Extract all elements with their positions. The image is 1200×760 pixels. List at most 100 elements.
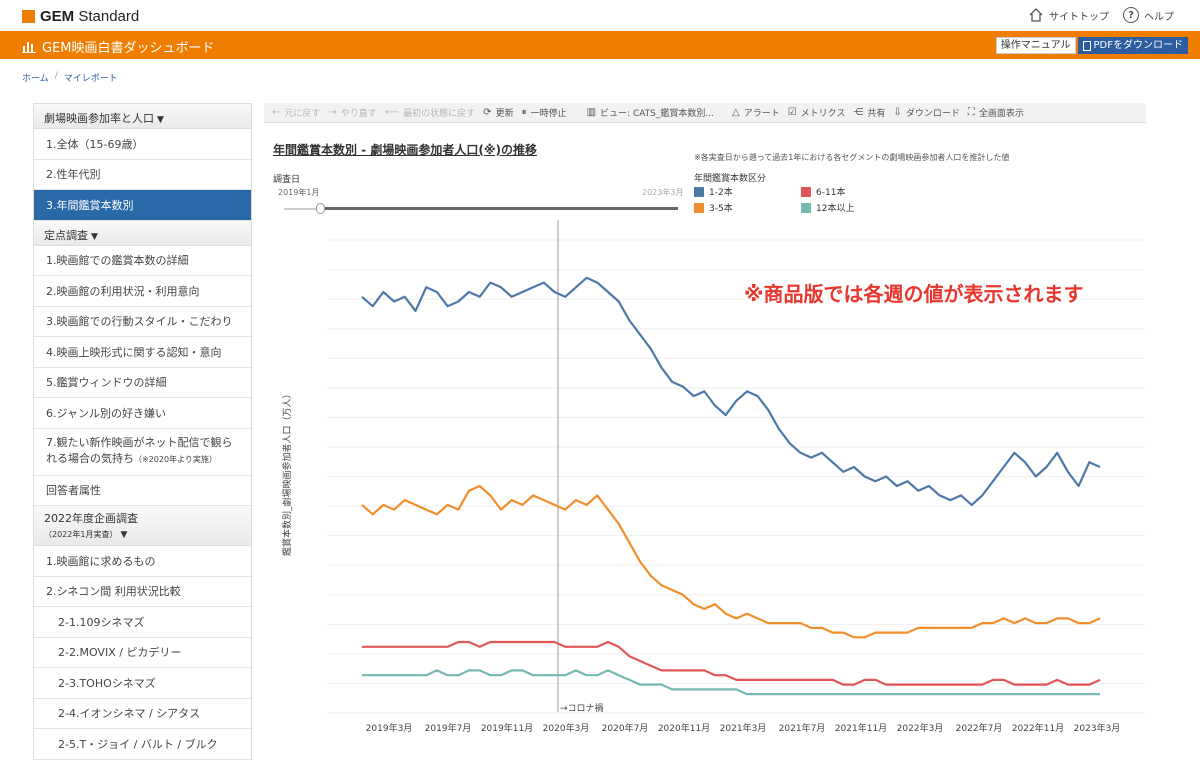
sidebar-item[interactable]: 2.映画館の利用状況・利用意向 bbox=[34, 276, 251, 307]
pause-icon: ⏸ bbox=[521, 107, 527, 118]
sidebar-item-label: 1.映画館に求めるもの bbox=[46, 554, 156, 568]
sidebar-item-label: 2-5.T・ジョイ / バルト / ブルク bbox=[58, 737, 218, 751]
pdf-icon bbox=[1082, 40, 1091, 51]
sidebar-item-viewing-count[interactable]: 3.年間鑑賞本数別 bbox=[34, 190, 251, 221]
legend-swatch bbox=[694, 186, 704, 197]
arrow-right-icon: → bbox=[328, 107, 337, 118]
refresh-label: 更新 bbox=[495, 109, 514, 119]
sidebar-item-label: 回答者属性 bbox=[46, 484, 101, 498]
sidebar-item-note: （※2020年より実施） bbox=[134, 455, 217, 464]
sidebar-item-label: 4.映画上映形式に関する認知・意向 bbox=[46, 345, 222, 359]
sidebar-subitem[interactable]: 2-1.109シネマズ bbox=[34, 607, 251, 638]
metrics-label: メトリクス bbox=[800, 109, 846, 119]
manual-button[interactable]: 操作マニュアル bbox=[995, 37, 1076, 54]
help-icon: ? bbox=[1123, 7, 1139, 23]
sidebar-item[interactable]: 1.映画館に求めるもの bbox=[34, 546, 251, 577]
legend-label: 3-5本 bbox=[709, 204, 733, 214]
gem-logo[interactable]: GEM Standard bbox=[22, 8, 139, 25]
chart-title: 年間鑑賞本数別 - 劇場映画参加者人口(※)の推移 bbox=[273, 143, 537, 157]
sidebar-item[interactable]: 4.映画上映形式に関する認知・意向 bbox=[34, 337, 251, 368]
dashboard-title-text: GEM映画白書ダッシュボード bbox=[42, 41, 215, 56]
series-line-1 bbox=[361, 484, 1101, 639]
pdf-download-button[interactable]: PDFをダウンロード bbox=[1077, 37, 1188, 54]
download-button[interactable]: ⇩ ダウンロード bbox=[893, 106, 959, 119]
legend-item-3-5[interactable]: 3-5本 bbox=[694, 201, 733, 214]
redo-label: やり直す bbox=[340, 109, 377, 119]
sidebar-subitem[interactable]: 2-2.MOVIX / ピカデリー bbox=[34, 638, 251, 668]
legend-swatch bbox=[801, 202, 811, 213]
sidebar-subitem[interactable]: 2-5.T・ジョイ / バルト / ブルク bbox=[34, 729, 251, 760]
alert-label: アラート bbox=[743, 109, 780, 119]
sidebar-item[interactable]: 6.ジャンル別の好き嫌い bbox=[34, 398, 251, 429]
top-links: サイトトップ ? ヘルプ bbox=[1028, 7, 1174, 23]
sidebar-section-fixed-survey[interactable]: 定点調査 ▼ bbox=[34, 220, 251, 246]
download-label: ダウンロード bbox=[905, 109, 960, 119]
view-button[interactable]: ▥ ビュー: CATS_鑑賞本数別... bbox=[587, 106, 714, 119]
reset-label: 最初の状態に戻す bbox=[403, 109, 476, 119]
undo-button[interactable]: ← 元に戻す bbox=[272, 106, 320, 119]
legend-label: 1-2本 bbox=[709, 188, 733, 198]
date-slider-handle[interactable] bbox=[316, 203, 325, 214]
x-tick-label: 2019年7月 bbox=[425, 722, 472, 734]
breadcrumb-current[interactable]: マイレポート bbox=[63, 74, 118, 84]
series-line-2 bbox=[362, 640, 1101, 686]
overlay-note: ※商品版では各週の値が表示されます bbox=[744, 282, 1084, 306]
sidebar-item[interactable]: 3.映画館での行動スタイル・こだわり bbox=[34, 307, 251, 337]
app-bar: GEM映画白書ダッシュボード 操作マニュアル PDFをダウンロード bbox=[0, 31, 1200, 59]
fullscreen-icon: ⛶ bbox=[967, 107, 975, 118]
refresh-icon: ⟳ bbox=[483, 107, 492, 118]
sidebar-item-streaming[interactable]: 7.観たい新作映画がネット配信で観られる場合の気持ち（※2020年より実施） bbox=[34, 429, 251, 476]
legend-item-12plus[interactable]: 12本以上 bbox=[801, 201, 854, 214]
x-tick-label: 2021年11月 bbox=[835, 722, 887, 734]
share-button[interactable]: ⋲ 共有 bbox=[853, 106, 885, 119]
revert-icon: ⟵ bbox=[384, 107, 400, 118]
sidebar-item-label: 2-1.109シネマズ bbox=[58, 615, 145, 629]
sidebar-subitem[interactable]: 2-3.TOHOシネマズ bbox=[34, 668, 251, 699]
sidebar-item-respondents[interactable]: 回答者属性 bbox=[34, 476, 251, 506]
date-slider-track[interactable] bbox=[322, 207, 678, 210]
breadcrumb: ホーム / マイレポート bbox=[22, 71, 118, 84]
x-tick-label: 2022年11月 bbox=[1012, 722, 1064, 734]
metrics-button[interactable]: ☑ メトリクス bbox=[788, 106, 846, 119]
legend-item-1-2[interactable]: 1-2本 bbox=[694, 185, 733, 198]
site-top-link[interactable]: サイトトップ bbox=[1028, 7, 1109, 23]
fullscreen-label: 全画面表示 bbox=[978, 109, 1024, 119]
pause-button[interactable]: ⏸ 一時停止 bbox=[522, 106, 567, 119]
reset-button[interactable]: ⟵ 最初の状態に戻す bbox=[385, 106, 475, 119]
logo-bold: GEM bbox=[40, 8, 75, 25]
sidebar-item-overall[interactable]: 1.全体（15-69歳） bbox=[34, 129, 251, 160]
sidebar-item[interactable]: 1.映画館での鑑賞本数の詳細 bbox=[34, 246, 251, 276]
sidebar-item-label: 1.映画館での鑑賞本数の詳細 bbox=[46, 254, 189, 268]
sidebar-item-label: 3.年間鑑賞本数別 bbox=[46, 198, 134, 212]
covid-annotation: →コロナ禍 bbox=[560, 702, 604, 714]
legend-item-6-11[interactable]: 6-11本 bbox=[801, 185, 845, 198]
sidebar-item-label: 2-3.TOHOシネマズ bbox=[58, 676, 156, 690]
section-note: （2022年1月実査） bbox=[44, 530, 118, 539]
x-tick-label: 2020年7月 bbox=[602, 722, 649, 734]
fullscreen-button[interactable]: ⛶ 全画面表示 bbox=[968, 106, 1024, 119]
sidebar-section-2022-survey[interactable]: 2022年度企画調査 （2022年1月実査） ▼ bbox=[34, 506, 251, 546]
share-icon: ⋲ bbox=[853, 107, 864, 118]
sidebar-item[interactable]: 2.シネコン間 利用状況比較 bbox=[34, 577, 251, 607]
sidebar-item-gender-age[interactable]: 2.性年代別 bbox=[34, 160, 251, 190]
redo-button[interactable]: → やり直す bbox=[328, 106, 376, 119]
sidebar-item[interactable]: 5.鑑賞ウィンドウの詳細 bbox=[34, 368, 251, 398]
arrow-left-icon: ← bbox=[272, 107, 281, 118]
sidebar-item-label: 2-2.MOVIX / ピカデリー bbox=[58, 646, 182, 660]
sidebar-section-participation[interactable]: 劇場映画参加率と人口 ▼ bbox=[34, 104, 251, 129]
alert-button[interactable]: △ アラート bbox=[732, 106, 780, 119]
legend-label: 6-11本 bbox=[816, 188, 846, 198]
pause-label: 一時停止 bbox=[530, 109, 567, 119]
breadcrumb-home[interactable]: ホーム bbox=[22, 74, 49, 84]
date-filter-label: 調査日 bbox=[273, 175, 301, 185]
sidebar-subitem[interactable]: 2-4.イオンシネマ / シアタス bbox=[34, 699, 251, 729]
x-tick-label: 2019年11月 bbox=[481, 722, 533, 734]
help-link[interactable]: ? ヘルプ bbox=[1123, 7, 1174, 23]
site-top-label: サイトトップ bbox=[1049, 11, 1109, 23]
home-icon bbox=[1029, 8, 1043, 22]
pdf-download-label: PDFをダウンロード bbox=[1093, 39, 1183, 51]
date-slider-track-inactive bbox=[284, 208, 320, 210]
x-tick-label: 2020年11月 bbox=[658, 722, 710, 734]
refresh-button[interactable]: ⟳ 更新 bbox=[483, 106, 513, 119]
sidebar-item-label: 2.性年代別 bbox=[46, 168, 101, 182]
